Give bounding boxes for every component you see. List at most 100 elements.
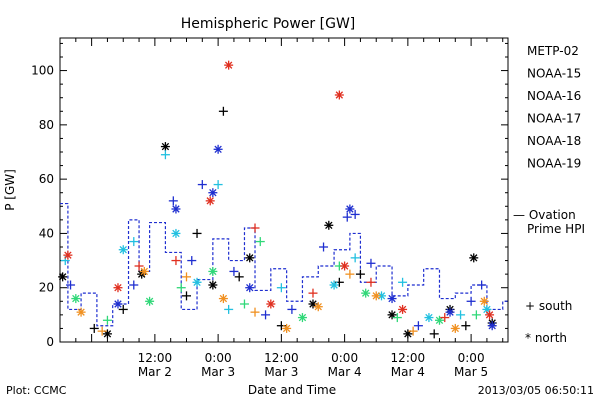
south-point xyxy=(392,313,402,323)
north-point xyxy=(387,294,397,304)
north-point xyxy=(377,291,387,301)
north-point xyxy=(334,90,344,100)
north-point xyxy=(324,220,334,230)
south-point xyxy=(160,150,170,160)
y-axis-label: P [GW] xyxy=(3,169,17,211)
y-tick-label: 40 xyxy=(39,226,54,240)
legend-item: NOAA-15 xyxy=(527,67,581,81)
x-tick-label-date: Mar 4 xyxy=(391,365,425,379)
north-point xyxy=(58,272,68,282)
north-point xyxy=(340,261,350,271)
north-point xyxy=(145,296,155,306)
south-point xyxy=(440,313,450,323)
south-point xyxy=(89,323,99,333)
legend-item: NOAA-19 xyxy=(527,157,581,171)
north-point xyxy=(245,253,255,263)
north-point xyxy=(345,204,355,214)
south-point xyxy=(350,253,360,263)
footer-left: Plot: CCMC xyxy=(6,384,67,397)
south-point xyxy=(213,180,223,190)
north-point xyxy=(118,245,128,255)
ovation-prime-hpi-line xyxy=(60,202,508,327)
x-tick-label-date: Mar 3 xyxy=(264,365,298,379)
south-point xyxy=(255,237,265,247)
south-point xyxy=(429,329,439,339)
north-point xyxy=(213,144,223,154)
x-tick-label-time: 0:00 xyxy=(458,351,485,365)
south-point xyxy=(366,277,376,287)
north-point xyxy=(245,283,255,293)
legend-item: NOAA-17 xyxy=(527,112,581,126)
north-point xyxy=(208,266,218,276)
south-point xyxy=(224,304,234,314)
south-point xyxy=(261,310,271,320)
north-point xyxy=(479,296,489,306)
south-point xyxy=(97,326,107,336)
south-point xyxy=(181,272,191,282)
south-point xyxy=(461,321,471,331)
south-point xyxy=(218,106,228,116)
north-point xyxy=(445,307,455,317)
north-point xyxy=(76,307,86,317)
south-point xyxy=(102,315,112,325)
x-tick-label-time: 0:00 xyxy=(205,351,232,365)
legend-item: METP-02 xyxy=(527,44,579,58)
north-point xyxy=(469,253,479,263)
north-point xyxy=(487,321,497,331)
south-point xyxy=(234,272,244,282)
legend-ovation-line2: Prime HPI xyxy=(527,222,585,236)
north-point xyxy=(329,280,339,290)
legend-north-marker: * north xyxy=(525,331,567,345)
legend-ovation-line1: — Ovation xyxy=(513,208,576,222)
x-tick-label-time: 12:00 xyxy=(264,351,299,365)
north-point xyxy=(208,280,218,290)
south-point xyxy=(118,304,128,314)
y-tick-label: 0 xyxy=(46,335,54,349)
south-point xyxy=(342,212,352,222)
north-point xyxy=(160,142,170,152)
x-axis-label: Date and Time xyxy=(248,383,336,397)
north-point xyxy=(297,313,307,323)
south-point xyxy=(319,242,329,252)
north-point xyxy=(313,302,323,312)
south-point xyxy=(250,223,260,233)
x-tick-label-time: 12:00 xyxy=(138,351,173,365)
north-point xyxy=(113,299,123,309)
y-tick-label: 80 xyxy=(39,118,54,132)
north-point xyxy=(192,277,202,287)
north-point xyxy=(71,294,81,304)
north-point xyxy=(266,299,276,309)
north-point xyxy=(371,291,381,301)
south-point xyxy=(408,326,418,336)
south-point xyxy=(176,283,186,293)
x-tick-label-date: Mar 2 xyxy=(138,365,172,379)
legend-item: NOAA-16 xyxy=(527,89,581,103)
x-tick-label-time: 0:00 xyxy=(331,351,358,365)
south-point xyxy=(134,261,144,271)
south-point xyxy=(229,266,239,276)
y-tick-label: 20 xyxy=(39,281,54,295)
north-point xyxy=(485,310,495,320)
south-point xyxy=(197,180,207,190)
north-point xyxy=(208,188,218,198)
x-tick-label-date: Mar 3 xyxy=(201,365,235,379)
legend-item: NOAA-18 xyxy=(527,134,581,148)
south-point xyxy=(413,321,423,331)
south-point xyxy=(477,280,487,290)
ovation-step-path xyxy=(60,202,508,327)
north-point xyxy=(424,313,434,323)
south-point xyxy=(181,291,191,301)
y-tick-label: 100 xyxy=(31,64,54,78)
y-tick-label: 60 xyxy=(39,172,54,186)
north-point xyxy=(171,204,181,214)
south-point xyxy=(168,196,178,206)
south-point xyxy=(456,310,466,320)
south-point xyxy=(192,228,202,238)
x-tick-label-date: Mar 5 xyxy=(454,365,488,379)
south-point xyxy=(66,280,76,290)
south-point xyxy=(250,307,260,317)
north-point xyxy=(282,323,292,333)
x-tick-label-date: Mar 4 xyxy=(328,365,362,379)
south-point xyxy=(171,256,181,266)
